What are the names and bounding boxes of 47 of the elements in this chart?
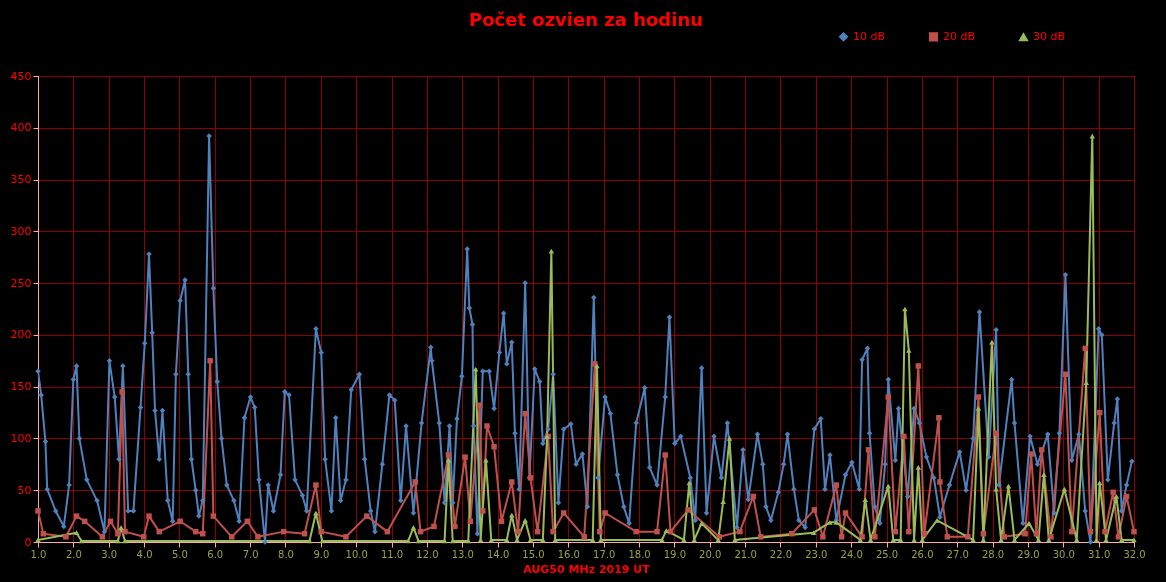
y-tick-label: 150 [10, 380, 32, 394]
x-tick-label: 8.0 [278, 548, 294, 560]
x-axis-title: AUG50 MHz 2019 UT [523, 562, 651, 576]
x-tick-label: 14.0 [486, 548, 510, 560]
x-tick-label: 26.0 [911, 548, 934, 560]
legend-label: 30 dB [1033, 30, 1066, 44]
y-tick-label: 350 [10, 173, 32, 187]
x-tick-label: 1.0 [30, 548, 47, 560]
x-tick-label: 13.0 [451, 548, 474, 560]
x-tick-label: 22.0 [769, 548, 793, 560]
y-tick-label: 250 [10, 276, 32, 290]
x-tick-label: 9.0 [313, 548, 330, 560]
x-tick-label: 16.0 [557, 548, 580, 560]
x-tick-label: 18.0 [628, 548, 651, 560]
x-tick-label: 23.0 [805, 548, 828, 560]
x-tick-label: 12.0 [416, 548, 439, 560]
x-tick-label: 27.0 [946, 548, 969, 560]
x-tick-label: 5.0 [171, 548, 188, 560]
x-tick-label: 11.0 [380, 548, 404, 560]
x-tick-label: 15.0 [522, 548, 545, 560]
chart-title: Počet ozvien za hodinu [468, 9, 704, 30]
x-tick-label: 24.0 [840, 548, 863, 560]
x-tick-label: 17.0 [593, 548, 616, 560]
y-tick-label: 400 [10, 121, 32, 135]
y-tick-label: 200 [10, 328, 32, 342]
x-tick-label: 28.0 [981, 548, 1005, 560]
y-tick-label: 300 [10, 224, 32, 238]
x-tick-label: 20.0 [699, 548, 722, 560]
x-tick-label: 21.0 [734, 548, 757, 560]
x-tick-label: 7.0 [242, 548, 259, 560]
x-tick-label: 6.0 [207, 548, 224, 560]
x-tick-label: 31.0 [1088, 548, 1111, 560]
legend-label: 20 dB [943, 29, 976, 43]
y-tick-label: 50 [17, 483, 32, 497]
y-tick-label: 450 [10, 69, 32, 83]
x-tick-label: 3.0 [101, 548, 118, 560]
x-tick-label: 25.0 [875, 548, 899, 560]
x-tick-label: 30.0 [1052, 548, 1075, 560]
x-tick-label: 4.0 [136, 548, 153, 560]
x-tick-label: 29.0 [1017, 548, 1040, 560]
legend-label: 10 dB [853, 29, 886, 43]
x-tick-label: 19.0 [663, 548, 687, 560]
x-tick-label: 2.0 [65, 548, 82, 560]
y-tick-label: 100 [10, 431, 32, 445]
x-tick-label: 10.0 [345, 548, 368, 560]
y-tick-label: 0 [24, 535, 32, 549]
x-tick-label: 32.0 [1123, 548, 1146, 560]
